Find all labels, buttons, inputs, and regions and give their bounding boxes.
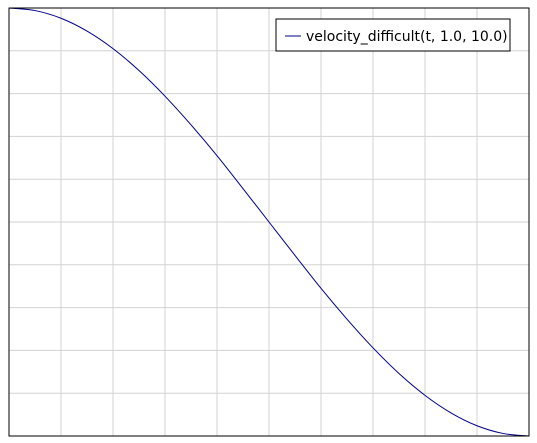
series-layer: [8, 7, 530, 437]
legend-series-label: velocity_difficult(t, 1.0, 10.0): [306, 29, 508, 45]
plot-frame: [8, 7, 530, 437]
legend-box: [275, 18, 511, 52]
legend: velocity_difficult(t, 1.0, 10.0): [275, 18, 511, 52]
plot-border: [8, 7, 530, 437]
series-line-0: [8, 7, 530, 437]
